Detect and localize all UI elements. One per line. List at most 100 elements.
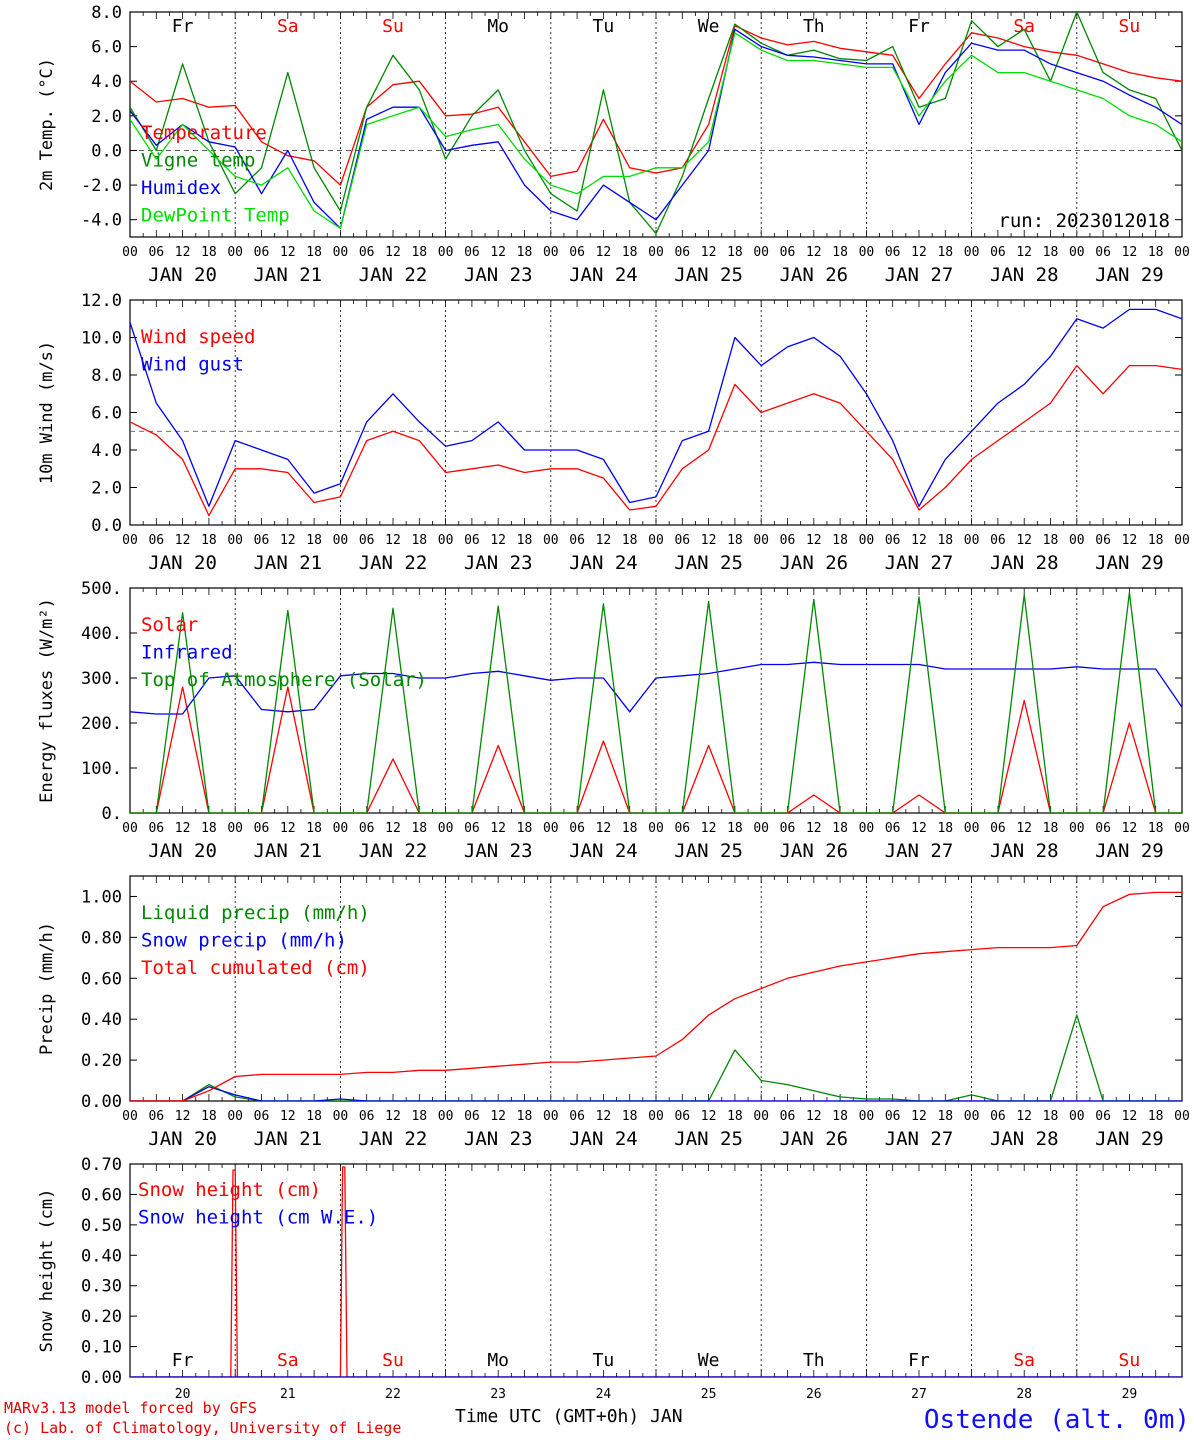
x-date-label: JAN 22 <box>359 840 428 862</box>
series-line-dewpoint-temp <box>130 32 1182 229</box>
x-hour-label: 00 <box>859 533 875 548</box>
x-hour-label: 12 <box>911 1109 927 1124</box>
day-of-week-label: Su <box>382 1350 404 1371</box>
x-hour-label: 06 <box>674 533 690 548</box>
x-hour-label: 18 <box>622 821 638 836</box>
legend-entry: Snow precip (mm/h) <box>141 930 347 952</box>
legend-entry: Total cumulated (cm) <box>141 957 370 979</box>
x-hour-label: 00 <box>438 1109 454 1124</box>
day-of-week-label: Mo <box>487 16 509 37</box>
series-line-wind-speed <box>130 364 1182 517</box>
x-hour-label: 00 <box>438 821 454 836</box>
x-hour-label: 00 <box>333 533 349 548</box>
x-hour-label: 12 <box>1122 821 1138 836</box>
x-hour-label: 00 <box>859 1109 875 1124</box>
x-hour-label: 06 <box>1095 821 1111 836</box>
x-hour-label: 00 <box>859 821 875 836</box>
x-hour-label: 18 <box>201 533 217 548</box>
x-date-label: JAN 24 <box>569 264 638 286</box>
x-hour-label: 18 <box>201 245 217 260</box>
x-hour-label: 12 <box>175 533 191 548</box>
x-day-number: 23 <box>490 1387 506 1402</box>
x-date-label: JAN 24 <box>569 552 638 574</box>
x-hour-label: 12 <box>701 1109 717 1124</box>
x-hour-label: 06 <box>990 821 1006 836</box>
day-of-week-label: Sa <box>277 1350 299 1371</box>
x-hour-label: 12 <box>596 533 612 548</box>
x-hour-label: 18 <box>517 1109 533 1124</box>
x-hour-label: 00 <box>1174 821 1190 836</box>
x-hour-label: 18 <box>832 821 848 836</box>
x-hour-label: 18 <box>517 821 533 836</box>
x-axis-title: Time UTC (GMT+0h) JAN <box>455 1406 683 1427</box>
chart-panel-5: 0.00 0.10 0.20 0.30 0.40 0.50 0.60 0.70 Snow hei… <box>37 1155 1183 1402</box>
x-hour-label: 12 <box>911 533 927 548</box>
x-hour-label: 00 <box>438 533 454 548</box>
series-line-solar <box>130 686 1182 813</box>
x-date-label: JAN 28 <box>990 1128 1059 1150</box>
legend-entry: Vigne temp <box>141 150 255 172</box>
x-hour-label: 00 <box>1069 1109 1085 1124</box>
x-hour-label: 06 <box>674 245 690 260</box>
x-hour-label: 18 <box>1148 1109 1164 1124</box>
chart-panel-3: 0. 100. 200. 300. 400. 500. Energy fluxes (W/m… <box>37 579 1190 862</box>
x-date-label: JAN 22 <box>359 552 428 574</box>
day-of-week-label: We <box>698 16 720 37</box>
day-of-week-label: Sa <box>1013 1350 1035 1371</box>
y-tick-label: 6.0 <box>91 38 122 58</box>
x-hour-label: 18 <box>727 821 743 836</box>
x-hour-label: 12 <box>596 1109 612 1124</box>
y-axis-label: Energy fluxes (W/m²) <box>37 598 57 803</box>
x-date-label: JAN 27 <box>885 840 954 862</box>
y-tick-label: 0.00 <box>81 1368 122 1388</box>
x-day-number: 20 <box>175 1387 191 1402</box>
run-annotation: run: 2023012018 <box>998 210 1170 232</box>
x-hour-label: 00 <box>543 821 559 836</box>
y-axis-label: 10m Wind (m/s) <box>37 341 57 484</box>
x-hour-label: 18 <box>727 245 743 260</box>
x-hour-label: 12 <box>806 821 822 836</box>
x-hour-label: 00 <box>648 533 664 548</box>
series-line-snow-height-cm <box>130 1166 1182 1377</box>
chart-panel-2: 0.0 2.0 4.0 6.0 8.0 10.0 12.0 10m Wind (m/s) 00 0… <box>37 291 1190 574</box>
x-hour-label: 00 <box>1069 533 1085 548</box>
series-line-humidex <box>130 28 1182 229</box>
day-of-week-label: Fr <box>172 16 194 37</box>
day-of-week-label: Fr <box>908 16 930 37</box>
x-hour-label: 06 <box>464 245 480 260</box>
y-tick-label: 8.0 <box>91 3 122 23</box>
x-hour-label: 18 <box>832 1109 848 1124</box>
x-hour-label: 00 <box>543 1109 559 1124</box>
x-hour-label: 12 <box>701 821 717 836</box>
x-date-label: JAN 20 <box>148 840 217 862</box>
x-hour-label: 06 <box>885 533 901 548</box>
x-hour-label: 00 <box>543 245 559 260</box>
x-hour-label: 18 <box>1043 245 1059 260</box>
x-hour-label: 12 <box>1016 821 1032 836</box>
x-hour-label: 18 <box>201 821 217 836</box>
x-hour-label: 00 <box>1174 533 1190 548</box>
series-line-wind-gust <box>130 308 1182 507</box>
x-hour-label: 06 <box>569 1109 585 1124</box>
x-date-label: JAN 26 <box>779 552 848 574</box>
x-date-label: JAN 22 <box>359 264 428 286</box>
x-hour-label: 06 <box>1095 245 1111 260</box>
x-hour-label: 12 <box>596 821 612 836</box>
x-date-label: JAN 27 <box>885 264 954 286</box>
x-hour-label: 18 <box>622 533 638 548</box>
x-hour-label: 12 <box>490 533 506 548</box>
y-tick-label: 0.10 <box>81 1338 122 1358</box>
y-axis-label: Precip (mm/h) <box>37 922 57 1055</box>
x-hour-label: 18 <box>937 245 953 260</box>
series-line-infrared <box>130 661 1182 715</box>
x-hour-label: 12 <box>385 1109 401 1124</box>
legend-entry: Infrared <box>141 642 233 664</box>
y-tick-label: 10.0 <box>81 329 122 349</box>
x-date-label: JAN 29 <box>1095 1128 1164 1150</box>
x-day-number: 28 <box>1016 1387 1032 1402</box>
series-line-total-cumulated-cm <box>130 891 1182 1101</box>
x-hour-label: 00 <box>964 245 980 260</box>
series-group <box>130 891 1182 1101</box>
legend-entry: Snow height (cm) <box>138 1179 321 1201</box>
x-hour-label: 18 <box>411 821 427 836</box>
